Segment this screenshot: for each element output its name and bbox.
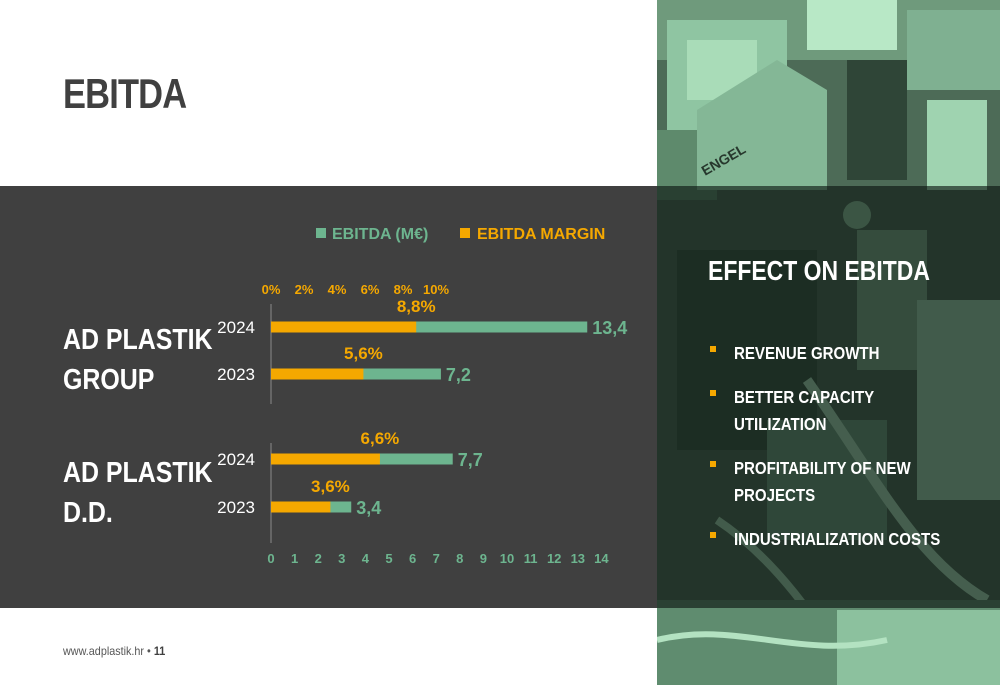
footer-url[interactable]: www.adplastik.hr (63, 644, 145, 658)
x-tick-label: 0 (267, 551, 274, 566)
footer-separator: • (147, 644, 151, 658)
x-tick-label: 1 (291, 551, 298, 566)
page-title: EBITDA (63, 70, 187, 117)
group-label-dd-1: AD PLASTIK (63, 456, 213, 488)
effect-item-text: PROFITABILITY OF NEW PROJECTS (734, 458, 911, 505)
x-tick-label: 9 (480, 551, 487, 566)
x-tick-label: 4 (362, 551, 370, 566)
x-tick-label: 5 (385, 551, 392, 566)
ebitda-value-label: 13,4 (592, 318, 627, 338)
effect-item: REVENUE GROWTH (708, 340, 968, 367)
effect-list: REVENUE GROWTH BETTER CAPACITY UTILIZATI… (708, 340, 968, 570)
margin-tick-label: 2% (295, 282, 314, 297)
effect-item: PROFITABILITY OF NEW PROJECTS (708, 455, 968, 509)
x-tick-label: 14 (594, 551, 609, 566)
chart-panel (0, 186, 657, 608)
group-label-group-1: AD PLASTIK (63, 323, 213, 355)
bullet-icon (710, 346, 716, 352)
x-tick-label: 2 (315, 551, 322, 566)
x-tick-label: 10 (500, 551, 514, 566)
margin-bar (271, 501, 331, 513)
x-tick-label: 13 (571, 551, 585, 566)
margin-value-label: 3,6% (311, 477, 350, 496)
margin-tick-label: 0% (262, 282, 281, 297)
margin-value-label: 6,6% (361, 429, 400, 448)
margin-value-label: 5,6% (344, 344, 383, 363)
bullet-icon (710, 532, 716, 538)
ebitda-bar (271, 321, 588, 333)
page-number: 11 (153, 644, 166, 658)
legend-ebitda-label: EBITDA (M€) (332, 226, 428, 243)
year-label: 2024 (217, 318, 255, 337)
footer: www.adplastik.hr • 11 (63, 644, 165, 658)
effect-item: INDUSTRIALIZATION COSTS (708, 526, 968, 553)
ebitda-value-label: 3,4 (356, 498, 381, 518)
effect-item-text: REVENUE GROWTH (734, 343, 880, 363)
ebitda-value-label: 7,2 (446, 365, 471, 385)
margin-value-label: 8,8% (397, 297, 436, 316)
legend-margin-swatch (460, 228, 470, 238)
effect-item-text: INDUSTRIALIZATION COSTS (734, 529, 941, 549)
ebitda-chart: EBITDA (M€) EBITDA MARGIN AD PLASTIK GRO… (63, 226, 627, 566)
legend-ebitda-swatch (316, 228, 326, 238)
group-label-dd-2: D.D. (63, 496, 113, 528)
margin-tick-label: 6% (361, 282, 380, 297)
bullet-icon (710, 390, 716, 396)
margin-tick-label: 10% (423, 282, 449, 297)
x-tick-label: 11 (524, 551, 538, 566)
x-tick-label: 6 (409, 551, 416, 566)
year-label: 2023 (217, 498, 255, 517)
year-label: 2024 (217, 450, 255, 469)
effect-item: BETTER CAPACITY UTILIZATION (708, 384, 968, 438)
margin-bar (271, 321, 417, 333)
margin-bar (271, 453, 380, 465)
x-tick-label: 12 (547, 551, 561, 566)
x-tick-label: 7 (433, 551, 440, 566)
margin-tick-label: 4% (328, 282, 347, 297)
effect-title: EFFECT ON EBITDA (708, 255, 930, 286)
margin-tick-label: 8% (394, 282, 413, 297)
effect-item-text: BETTER CAPACITY UTILIZATION (734, 387, 874, 434)
x-tick-label: 3 (338, 551, 345, 566)
margin-bar (271, 368, 364, 380)
legend-margin-label: EBITDA MARGIN (477, 226, 605, 243)
bullet-icon (710, 461, 716, 467)
year-label: 2023 (217, 365, 255, 384)
x-tick-label: 8 (456, 551, 463, 566)
group-label-group-2: GROUP (63, 363, 154, 395)
ebitda-value-label: 7,7 (458, 450, 483, 470)
